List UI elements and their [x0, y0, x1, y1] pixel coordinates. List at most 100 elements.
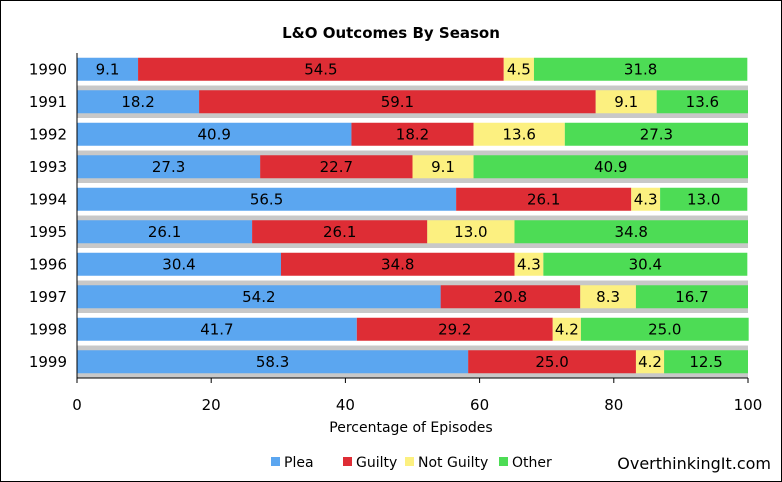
- data-label: 41.7: [200, 320, 233, 338]
- bar-segment: [77, 90, 200, 114]
- data-label: 27.3: [640, 125, 673, 143]
- data-label: 9.1: [431, 158, 455, 176]
- data-label: 30.4: [162, 255, 195, 273]
- bar-segment: [514, 220, 748, 244]
- x-axis-label: Percentage of Episodes: [329, 420, 492, 436]
- data-label: 4.2: [638, 353, 662, 371]
- legend-swatch: [271, 457, 280, 466]
- x-tick-label: 60: [470, 396, 489, 414]
- bar-segment: [77, 317, 357, 341]
- bar-segment: [580, 285, 636, 309]
- bar-segment: [564, 122, 748, 146]
- data-label: 40.9: [198, 125, 231, 143]
- bar-segment: [77, 122, 352, 146]
- data-label: 54.5: [304, 60, 337, 78]
- data-label: 31.8: [624, 60, 657, 78]
- data-label: 34.8: [615, 223, 648, 241]
- x-tick-label: 80: [604, 396, 623, 414]
- bar-segment: [473, 122, 565, 146]
- y-tick-label: 1998: [29, 320, 67, 338]
- bar-segment: [280, 252, 515, 276]
- x-tick-label: 100: [734, 396, 763, 414]
- x-tick-label: 40: [336, 396, 355, 414]
- watermark-text: OverthinkingIt.com: [617, 454, 771, 473]
- chart-title: L&O Outcomes By Season: [282, 24, 500, 42]
- bar-segment: [543, 252, 748, 276]
- y-tick-label: 1991: [29, 93, 67, 111]
- y-tick-label: 1993: [29, 158, 67, 176]
- bar-segment: [468, 350, 636, 374]
- data-label: 4.5: [507, 60, 531, 78]
- y-tick-label: 1992: [29, 125, 67, 143]
- data-label: 18.2: [121, 93, 154, 111]
- bar-segment: [503, 57, 534, 81]
- bar-segment: [664, 350, 748, 374]
- data-label: 13.6: [686, 93, 719, 111]
- data-label: 4.2: [555, 320, 579, 338]
- bar-segment: [595, 90, 657, 114]
- data-label: 12.5: [689, 353, 722, 371]
- x-tick-label: 20: [202, 396, 221, 414]
- bar-segment: [77, 285, 441, 309]
- data-label: 4.3: [634, 190, 658, 208]
- data-label: 22.7: [320, 158, 353, 176]
- bar-segment: [351, 122, 474, 146]
- legend-swatch: [499, 457, 508, 466]
- data-label: 18.2: [396, 125, 429, 143]
- data-label: 27.3: [152, 158, 185, 176]
- data-label: 54.2: [242, 288, 275, 306]
- bar-segment: [77, 220, 253, 244]
- bar-segment: [77, 57, 139, 81]
- bar-segment: [199, 90, 596, 114]
- legend-label: Plea: [284, 455, 314, 471]
- bar-segment: [473, 155, 748, 179]
- bar-segment: [552, 317, 581, 341]
- legend-label: Other: [512, 455, 552, 471]
- bar-segment: [580, 317, 749, 341]
- bar-segment: [427, 220, 515, 244]
- data-label: 30.4: [629, 255, 662, 273]
- bar-segment: [533, 57, 748, 81]
- bar-segment: [514, 252, 544, 276]
- data-label: 58.3: [256, 353, 289, 371]
- bar-segment: [252, 220, 428, 244]
- y-tick-label: 1995: [29, 223, 67, 241]
- y-tick-label: 1999: [29, 353, 67, 371]
- data-label: 4.3: [517, 255, 541, 273]
- data-label: 13.0: [454, 223, 487, 241]
- data-label: 13.6: [502, 125, 535, 143]
- data-label: 59.1: [381, 93, 414, 111]
- data-label: 34.8: [381, 255, 414, 273]
- bar-segment: [660, 187, 748, 211]
- bar-segment: [412, 155, 474, 179]
- data-label: 26.1: [527, 190, 560, 208]
- data-label: 29.2: [438, 320, 471, 338]
- bar-segment: [138, 57, 504, 81]
- bar-segment: [456, 187, 632, 211]
- y-tick-label: 1997: [29, 288, 67, 306]
- legend-swatch: [405, 457, 414, 466]
- bar-segment: [77, 252, 281, 276]
- bar-segment: [260, 155, 413, 179]
- bar-segment: [440, 285, 581, 309]
- bar-segment: [77, 155, 261, 179]
- data-label: 9.1: [96, 60, 120, 78]
- data-label: 8.3: [596, 288, 620, 306]
- bar-segment: [635, 350, 665, 374]
- bar-segment: [356, 317, 553, 341]
- data-label: 56.5: [250, 190, 283, 208]
- data-label: 25.0: [648, 320, 681, 338]
- y-tick-label: 1994: [29, 190, 67, 208]
- bar-segment: [635, 285, 748, 309]
- bar-segment: [656, 90, 748, 114]
- data-label: 9.1: [614, 93, 638, 111]
- data-label: 16.7: [675, 288, 708, 306]
- y-tick-label: 1990: [29, 60, 67, 78]
- bar-segment: [77, 187, 457, 211]
- data-label: 13.0: [687, 190, 720, 208]
- bar-segment: [77, 350, 469, 374]
- data-label: 40.9: [594, 158, 627, 176]
- data-label: 26.1: [148, 223, 181, 241]
